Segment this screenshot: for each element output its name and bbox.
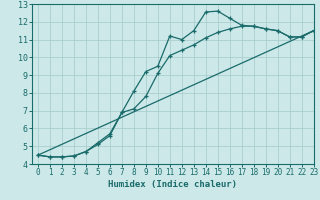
X-axis label: Humidex (Indice chaleur): Humidex (Indice chaleur) <box>108 180 237 189</box>
